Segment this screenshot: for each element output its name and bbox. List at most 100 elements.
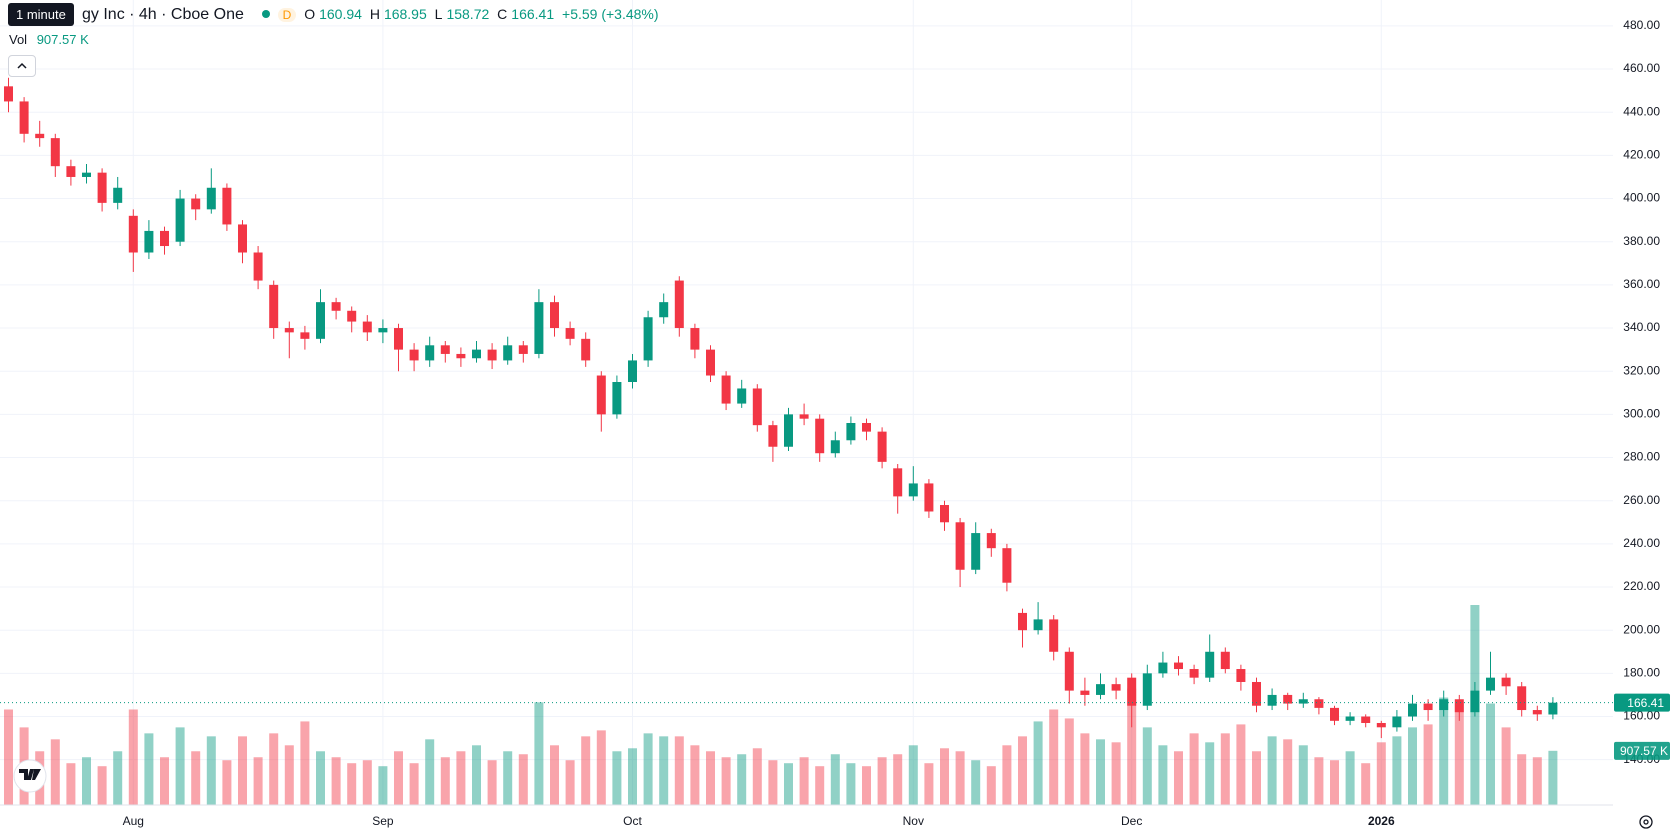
candle [1236, 664, 1246, 691]
candle [1283, 692, 1293, 711]
volume-bar [1236, 724, 1246, 805]
volume-bar [82, 757, 91, 805]
candle [1252, 677, 1261, 713]
candle-body [1517, 686, 1527, 711]
volume-bar [503, 751, 513, 805]
candle-body [768, 425, 778, 447]
volume-bar [706, 751, 715, 805]
candle [409, 343, 419, 372]
candle [1096, 673, 1105, 700]
candle [877, 427, 887, 469]
candle-body [1142, 673, 1152, 706]
candle-body [721, 375, 731, 404]
candle-body [269, 284, 279, 329]
volume-bar [846, 763, 856, 805]
volume-bar [487, 760, 497, 805]
candle [784, 407, 793, 452]
legend: gy Inc · 4h · Cboe One D O 160.94 H 168.95… [8, 6, 663, 24]
candle-body [1252, 681, 1261, 706]
volume-bar [581, 736, 591, 805]
volume-bar [1298, 745, 1308, 805]
high-value: 168.95 [383, 6, 427, 22]
candle-body [66, 166, 76, 177]
candle [1049, 615, 1059, 661]
volume-bar [799, 757, 809, 805]
volume-bar [1174, 751, 1183, 805]
candle [1345, 712, 1355, 726]
candle-body [1111, 684, 1121, 691]
candle-body [206, 187, 216, 210]
candle-body [50, 138, 60, 167]
candle [581, 332, 591, 367]
candle-body [1033, 619, 1043, 631]
candle [986, 528, 996, 557]
candle [1158, 651, 1168, 678]
x-tick-label: Sep [372, 814, 394, 828]
candle-body [1283, 694, 1293, 704]
candle [206, 168, 216, 214]
volume-bar [518, 754, 528, 805]
candle-body [113, 187, 123, 203]
volume-bar [1111, 742, 1121, 805]
candle-body [1205, 651, 1215, 678]
candle [82, 164, 91, 184]
y-tick-label: 260.00 [1623, 493, 1660, 507]
volume-bar [565, 760, 575, 805]
candle [300, 325, 310, 350]
low-value: 158.72 [446, 6, 490, 22]
gear-outer [1639, 815, 1653, 829]
y-tick-label: 280.00 [1623, 450, 1660, 464]
candle-body [1080, 690, 1090, 695]
volume-bar [1517, 754, 1527, 805]
volume-bar [1486, 703, 1495, 805]
ohlc-label: H [369, 6, 380, 22]
candle-body [1127, 677, 1137, 706]
candle-body [394, 328, 403, 350]
candle [4, 77, 13, 113]
candle-body [518, 345, 528, 354]
candle [565, 321, 575, 346]
candle-body [472, 349, 481, 359]
candle-body [674, 280, 684, 329]
candle-body [160, 230, 169, 247]
y-tick-label: 440.00 [1623, 104, 1660, 118]
volume-bar [316, 751, 325, 805]
volume-bar [113, 751, 123, 805]
x-tick-label: Nov [903, 814, 924, 828]
volume-bar [752, 748, 762, 805]
candle [1548, 697, 1558, 720]
candle-body [1532, 710, 1542, 715]
candle [846, 416, 856, 445]
volume-bar [1158, 745, 1168, 805]
volume-bar [1080, 733, 1090, 805]
volume-bar [1501, 727, 1511, 805]
ohlc-label: C [497, 6, 508, 22]
y-tick-label: 480.00 [1623, 18, 1660, 32]
candle-body [1408, 703, 1417, 717]
candle-body [1470, 690, 1480, 713]
candle-body [565, 328, 575, 339]
candle [253, 246, 263, 290]
last-price-label: 166.41 [1627, 696, 1664, 710]
candle [1486, 651, 1495, 695]
candle [721, 371, 731, 411]
volume-bar [1064, 718, 1074, 805]
candle-body [643, 317, 653, 361]
y-tick-label: 180.00 [1623, 666, 1660, 680]
candle [66, 159, 76, 186]
vol-label: Vol [9, 32, 28, 47]
y-tick-label: 300.00 [1623, 407, 1660, 421]
volume-bar [862, 766, 871, 805]
candle [1376, 720, 1386, 739]
x-tick-label: Dec [1121, 814, 1142, 828]
collapse-button[interactable] [8, 55, 36, 77]
settings-icon[interactable] [1639, 815, 1653, 829]
logo-mark [19, 769, 41, 780]
candle-body [924, 483, 934, 512]
volume-bar [908, 745, 918, 805]
candle-body [222, 187, 232, 225]
volume-bar [284, 745, 294, 805]
volume-bar [222, 760, 232, 805]
y-tick-label: 420.00 [1623, 148, 1660, 162]
